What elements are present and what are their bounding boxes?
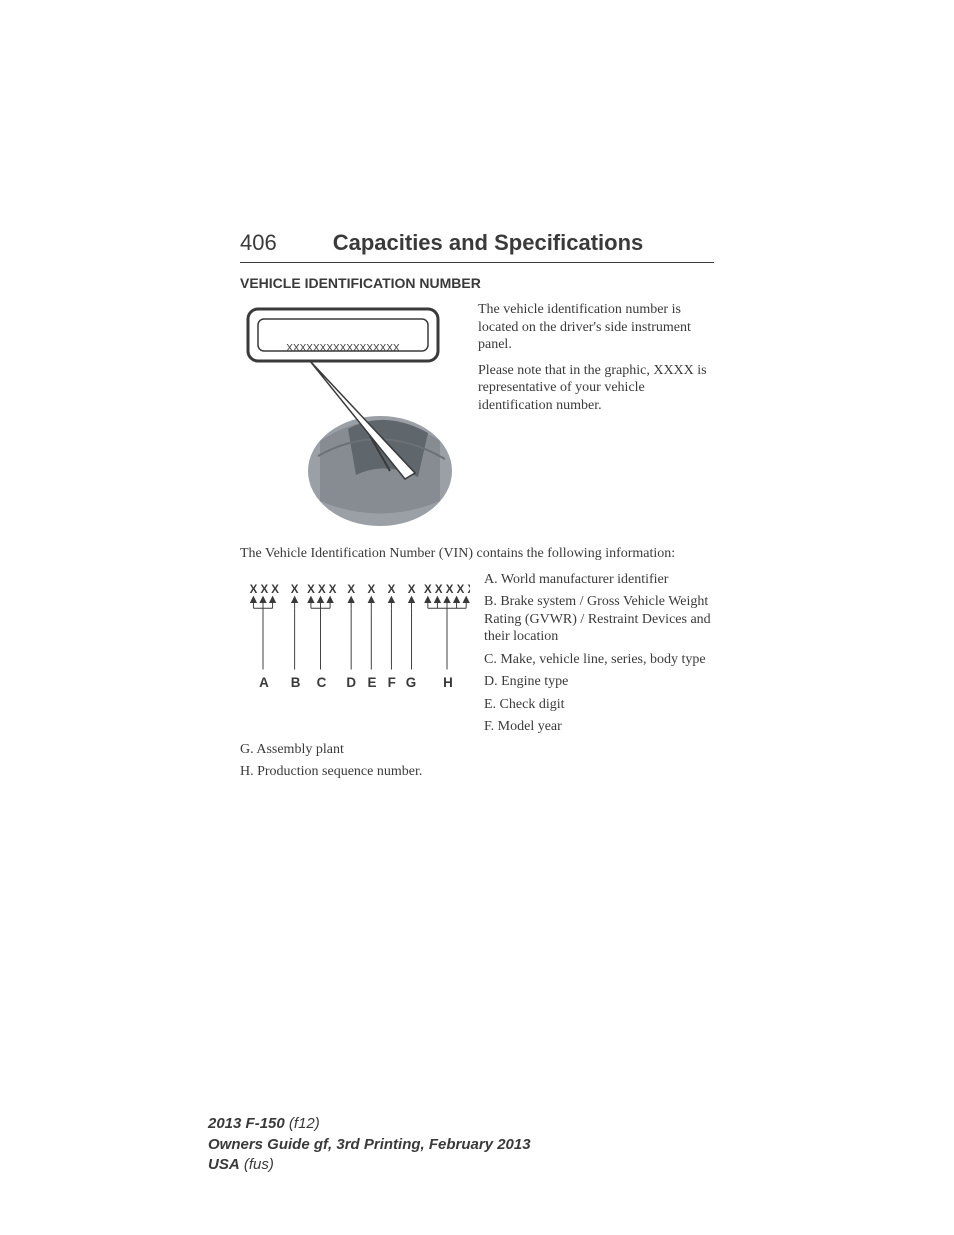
- svg-text:G: G: [406, 674, 416, 689]
- svg-text:X X X: X X X: [250, 583, 280, 595]
- svg-text:C: C: [317, 674, 327, 689]
- vin-item-c: C. Make, vehicle line, series, body type: [484, 651, 714, 669]
- footer: 2013 F-150 (f12) Owners Guide gf, 3rd Pr…: [208, 1114, 531, 1175]
- svg-text:X: X: [367, 583, 375, 595]
- page-number: 406: [240, 230, 277, 256]
- svg-text:X: X: [291, 583, 299, 595]
- vin-contains-paragraph: The Vehicle Identification Number (VIN) …: [240, 545, 714, 563]
- svg-text:X: X: [408, 583, 416, 595]
- footer-region-code: (fus): [240, 1156, 274, 1173]
- vin-item-e: E. Check digit: [484, 696, 714, 714]
- chapter-title: Capacities and Specifications: [333, 230, 644, 256]
- vin-location-figure: XXXXXXXXXXXXXXXXX: [240, 301, 460, 531]
- vin-item-g: G. Assembly plant: [240, 741, 714, 759]
- svg-text:X: X: [347, 583, 355, 595]
- vin-breakdown-diagram: X X X X X X X X X X X X X X X X X: [240, 571, 470, 701]
- svg-text:B: B: [291, 674, 301, 689]
- svg-text:F: F: [388, 674, 396, 689]
- footer-model: 2013 F-150: [208, 1115, 285, 1132]
- vin-item-d: D. Engine type: [484, 673, 714, 691]
- svg-text:A: A: [259, 674, 269, 689]
- svg-text:H: H: [443, 674, 453, 689]
- svg-text:X X X X X X: X X X X X X: [424, 583, 470, 595]
- svg-text:X: X: [388, 583, 396, 595]
- svg-text:X X X: X X X: [307, 583, 337, 595]
- svg-text:D: D: [346, 674, 356, 689]
- footer-code: (f12): [285, 1115, 320, 1132]
- vin-item-f: F. Model year: [484, 718, 714, 736]
- footer-region: USA: [208, 1156, 240, 1173]
- page-header: 406 Capacities and Specifications: [240, 230, 714, 263]
- vin-item-h: H. Production sequence number.: [240, 763, 714, 781]
- footer-guide-line: Owners Guide gf, 3rd Printing, February …: [208, 1135, 531, 1155]
- intro-paragraph-1: The vehicle identification number is loc…: [478, 301, 714, 354]
- vin-item-b: B. Brake system / Gross Vehicle Weight R…: [484, 593, 714, 646]
- section-title: VEHICLE IDENTIFICATION NUMBER: [240, 275, 714, 291]
- svg-text:E: E: [367, 674, 376, 689]
- vin-item-a: A. World manufacturer identifier: [484, 571, 714, 589]
- vin-plate-text: XXXXXXXXXXXXXXXXX: [286, 343, 400, 354]
- intro-paragraph-2: Please note that in the graphic, XXXX is…: [478, 362, 714, 415]
- car-illustration-icon: [308, 416, 452, 526]
